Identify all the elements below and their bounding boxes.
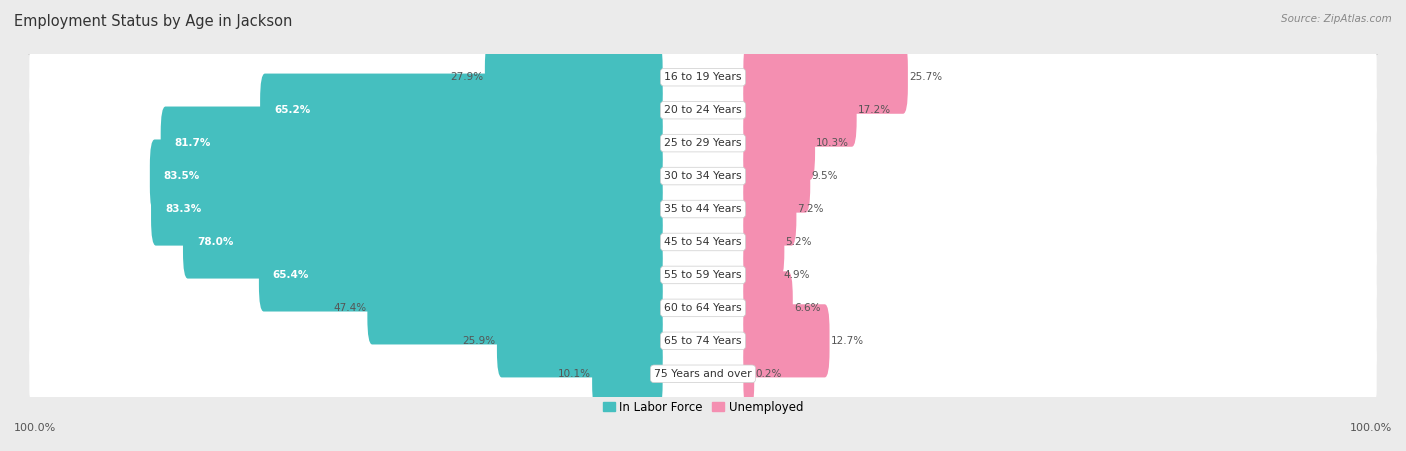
FancyBboxPatch shape [744,238,783,312]
FancyBboxPatch shape [744,304,830,377]
FancyBboxPatch shape [744,272,793,345]
FancyBboxPatch shape [160,106,662,179]
Text: 27.9%: 27.9% [450,72,484,82]
Text: 6.6%: 6.6% [794,303,821,313]
Text: 10.1%: 10.1% [558,369,591,379]
Text: 60 to 64 Years: 60 to 64 Years [664,303,742,313]
Text: 75 Years and over: 75 Years and over [654,369,752,379]
FancyBboxPatch shape [744,172,796,246]
Text: 65 to 74 Years: 65 to 74 Years [664,336,742,346]
Text: 16 to 19 Years: 16 to 19 Years [664,72,742,82]
Text: 65.2%: 65.2% [274,105,311,115]
FancyBboxPatch shape [260,74,662,147]
Text: 35 to 44 Years: 35 to 44 Years [664,204,742,214]
Text: 25.9%: 25.9% [463,336,496,346]
Text: Source: ZipAtlas.com: Source: ZipAtlas.com [1281,14,1392,23]
Text: 25 to 29 Years: 25 to 29 Years [664,138,742,148]
FancyBboxPatch shape [496,304,662,377]
FancyBboxPatch shape [592,337,662,410]
FancyBboxPatch shape [367,272,662,345]
Text: 9.5%: 9.5% [811,171,838,181]
Text: 78.0%: 78.0% [197,237,233,247]
FancyBboxPatch shape [30,51,1376,103]
Text: Employment Status by Age in Jackson: Employment Status by Age in Jackson [14,14,292,28]
FancyBboxPatch shape [30,282,1376,334]
FancyBboxPatch shape [30,183,1376,235]
Text: 83.3%: 83.3% [165,204,201,214]
Text: 4.9%: 4.9% [783,270,810,280]
FancyBboxPatch shape [744,41,908,114]
Text: 100.0%: 100.0% [14,423,56,433]
FancyBboxPatch shape [30,348,1376,400]
FancyBboxPatch shape [30,249,1376,301]
FancyBboxPatch shape [485,41,662,114]
Text: 20 to 24 Years: 20 to 24 Years [664,105,742,115]
FancyBboxPatch shape [744,337,754,410]
Text: 81.7%: 81.7% [174,138,211,148]
Text: 7.2%: 7.2% [797,204,824,214]
FancyBboxPatch shape [744,74,856,147]
FancyBboxPatch shape [150,172,662,246]
Text: 17.2%: 17.2% [858,105,891,115]
Text: 5.2%: 5.2% [786,237,813,247]
FancyBboxPatch shape [183,205,662,279]
Legend: In Labor Force, Unemployed: In Labor Force, Unemployed [598,396,808,419]
FancyBboxPatch shape [30,315,1376,367]
FancyBboxPatch shape [30,216,1376,268]
Text: 10.3%: 10.3% [817,138,849,148]
Text: 55 to 59 Years: 55 to 59 Years [664,270,742,280]
FancyBboxPatch shape [744,205,785,279]
FancyBboxPatch shape [30,117,1376,169]
FancyBboxPatch shape [259,238,662,312]
Text: 47.4%: 47.4% [333,303,366,313]
Text: 65.4%: 65.4% [273,270,309,280]
Text: 45 to 54 Years: 45 to 54 Years [664,237,742,247]
Text: 30 to 34 Years: 30 to 34 Years [664,171,742,181]
FancyBboxPatch shape [30,84,1376,136]
Text: 25.7%: 25.7% [910,72,942,82]
FancyBboxPatch shape [150,139,662,212]
FancyBboxPatch shape [30,150,1376,202]
FancyBboxPatch shape [744,106,815,179]
Text: 12.7%: 12.7% [831,336,863,346]
FancyBboxPatch shape [744,139,810,212]
Text: 0.2%: 0.2% [755,369,782,379]
Text: 100.0%: 100.0% [1350,423,1392,433]
Text: 83.5%: 83.5% [163,171,200,181]
